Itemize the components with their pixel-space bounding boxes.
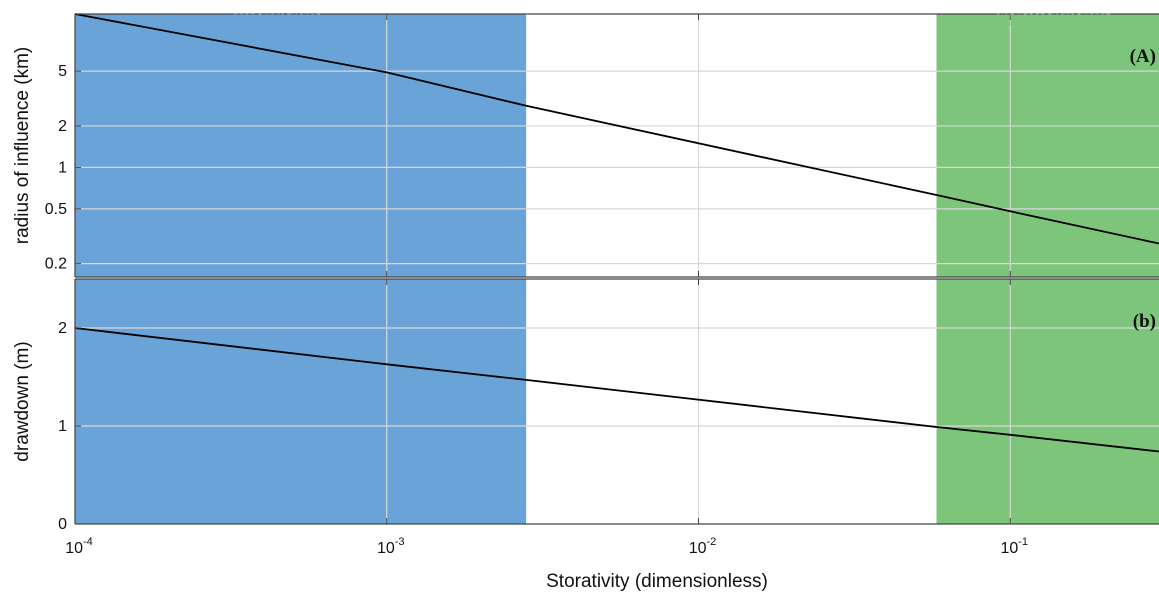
x-tick-label: 10-3: [377, 536, 405, 557]
y-tick-label: 2: [58, 118, 67, 135]
x-tick-label: 10-4: [65, 536, 93, 557]
region-bands: [75, 14, 1159, 524]
panel-label: (A): [1130, 46, 1156, 67]
region-band-unconfined: [937, 14, 1159, 277]
y-tick-label: 0: [58, 516, 67, 533]
y-tick-label: 0.2: [45, 256, 67, 273]
y-tick-label: 1: [58, 159, 67, 176]
y-axis-label: radius of influence (km): [12, 47, 33, 244]
y-axis-label: drawdown (m): [12, 341, 33, 461]
y-tick-label: 2: [58, 320, 67, 337]
region-label-confined: CONFINED: [231, 9, 322, 29]
region-band-confined: [75, 279, 526, 524]
region-band-confined: [75, 14, 526, 277]
y-tick-label: 5: [58, 63, 67, 80]
x-tick-label: 10-2: [689, 536, 717, 557]
region-band-unconfined: [937, 279, 1159, 524]
panel-label: (b): [1133, 311, 1156, 332]
x-axis-label: Storativity (dimensionless): [546, 571, 768, 592]
region-label-unconfined: UNCONFINED: [996, 9, 1113, 29]
x-tick-label: 10-1: [1000, 536, 1028, 557]
y-tick-label: 0.5: [45, 201, 67, 218]
y-tick-label: 1: [58, 418, 67, 435]
